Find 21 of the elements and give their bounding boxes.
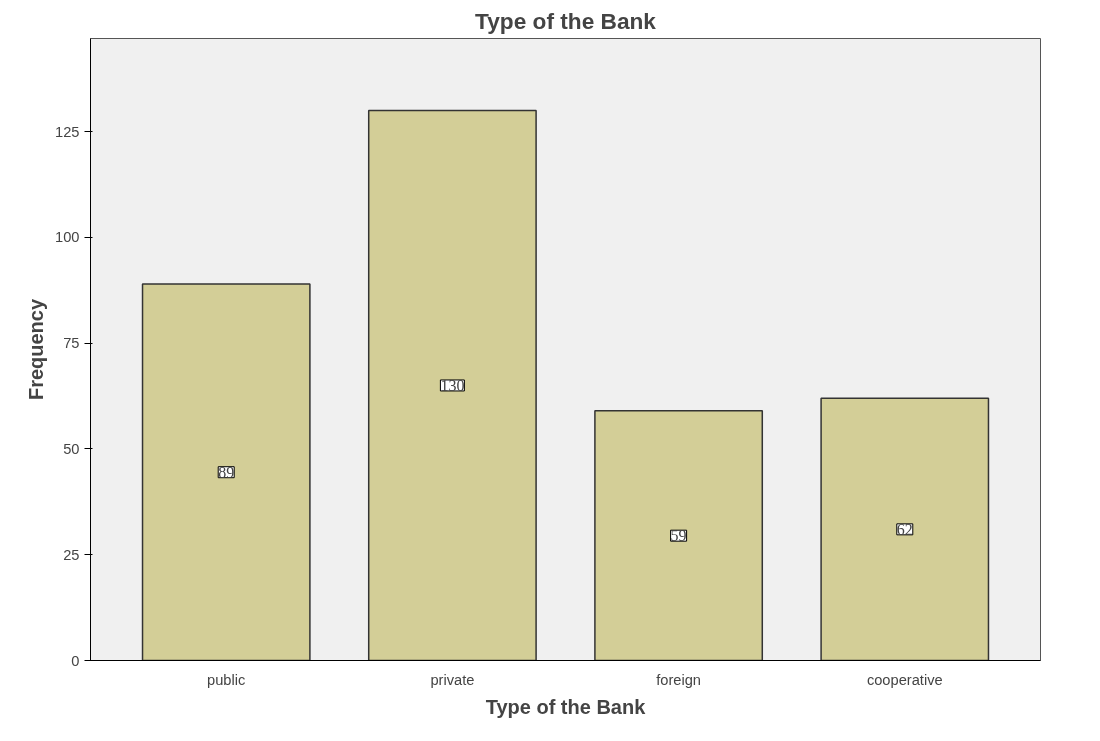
x-tick-label: cooperative [866,671,943,688]
y-tick-label: 50 [63,440,80,457]
x-tick-label: foreign [656,671,702,688]
bar [820,397,990,661]
chart-title: Type of the Bank [475,7,657,34]
x-tick-label: public [207,671,246,688]
y-tick-label: 75 [63,335,80,352]
data-label: 89 [218,463,235,481]
y-tick-label: 25 [63,546,80,563]
data-label: 130 [440,376,465,394]
y-tick-label: 0 [71,652,80,669]
bar [141,283,311,661]
y-axis-title: Frequency [25,298,48,401]
data-label: 59 [670,527,687,545]
y-tick-label: 125 [55,123,80,140]
bar [367,109,537,661]
x-tick-label: private [430,671,475,688]
x-axis-title: Type of the Bank [485,695,647,718]
bar [594,410,764,661]
data-label: 62 [896,520,913,538]
y-tick-label: 100 [55,229,80,246]
